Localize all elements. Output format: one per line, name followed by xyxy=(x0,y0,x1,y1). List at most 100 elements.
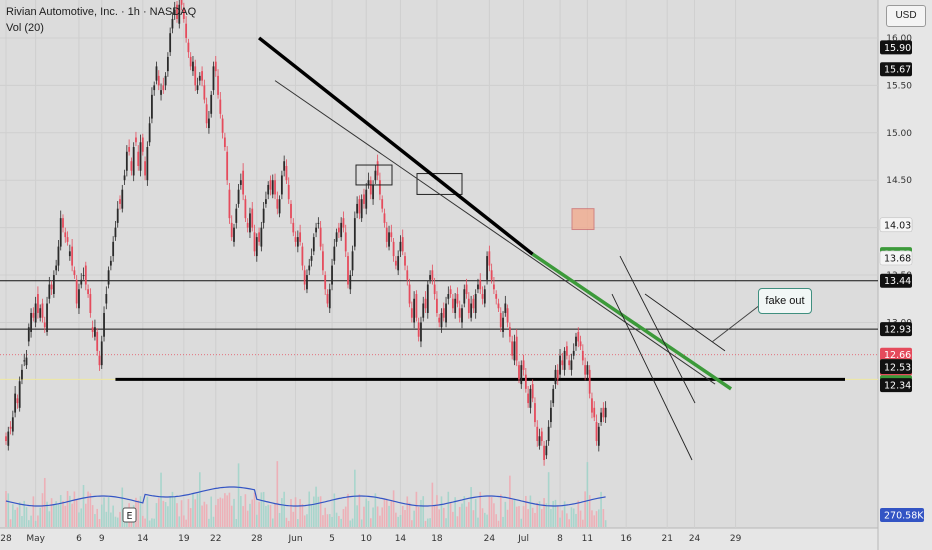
volume-bar xyxy=(217,498,219,527)
volume-bar xyxy=(515,506,518,527)
volume-bar xyxy=(458,506,461,527)
candle-body xyxy=(456,294,459,304)
candle-body xyxy=(328,289,331,309)
candle-body xyxy=(71,246,74,266)
volume-bar xyxy=(536,502,539,527)
candle-body xyxy=(87,289,89,295)
fake-out-annotation[interactable]: fake out xyxy=(758,288,812,314)
volume-bar xyxy=(481,508,484,527)
candle-body xyxy=(212,66,215,91)
candle-body xyxy=(559,355,561,375)
volume-bar xyxy=(531,507,534,527)
volume-bar xyxy=(189,508,192,527)
volume-bar xyxy=(472,510,475,527)
x-tick-label: Jul xyxy=(517,534,529,544)
candle-body xyxy=(128,147,131,152)
candle-body xyxy=(465,284,468,295)
candle-body xyxy=(552,388,555,404)
candle-body xyxy=(458,308,461,318)
volume-bar xyxy=(342,509,345,527)
candle-body xyxy=(308,265,311,271)
volume-bar xyxy=(404,510,406,527)
volume-bar xyxy=(554,499,557,527)
candle-body xyxy=(100,341,103,366)
candle-body xyxy=(575,336,577,347)
main-downtrend-line xyxy=(257,36,534,256)
volume-bar xyxy=(543,498,545,527)
candle-body xyxy=(483,289,486,304)
volume-bar xyxy=(187,498,190,527)
candle-body xyxy=(68,251,71,257)
volume-bar xyxy=(121,487,124,527)
price-tag-bg xyxy=(879,250,913,266)
x-tick-label: 18 xyxy=(431,534,443,544)
candle-body xyxy=(433,284,436,295)
volume-bar xyxy=(37,515,39,527)
candle-body xyxy=(301,246,304,266)
candle-body xyxy=(205,104,208,124)
volume-bar xyxy=(183,515,185,527)
candle-body xyxy=(479,279,482,290)
volume-bar xyxy=(550,509,552,527)
volume-bar xyxy=(281,498,283,527)
candle-body xyxy=(502,317,504,332)
candle-body xyxy=(577,331,580,342)
candle-body xyxy=(116,208,119,223)
candle-body xyxy=(534,403,536,423)
volume-bar xyxy=(103,497,105,527)
volume-bar xyxy=(577,500,580,527)
candle-body xyxy=(146,147,149,181)
candle-body xyxy=(80,279,83,285)
x-tick-label: May xyxy=(26,534,45,544)
volume-bar xyxy=(358,494,361,527)
candle-body xyxy=(50,284,53,290)
volume-bar xyxy=(463,496,466,527)
volume-bar xyxy=(340,518,342,527)
candle-body xyxy=(23,360,26,362)
x-tick-label: 24 xyxy=(689,534,701,544)
volume-bar xyxy=(208,518,210,527)
volume-bar xyxy=(169,496,171,527)
candle-body xyxy=(27,327,30,342)
candle-body xyxy=(173,9,176,15)
candle-body xyxy=(66,237,69,242)
volume-bar xyxy=(228,492,231,527)
currency-button[interactable]: USD xyxy=(886,5,926,27)
candle-body xyxy=(30,312,32,332)
volume-bar xyxy=(440,496,443,527)
candle-body xyxy=(392,241,395,257)
volume-bar xyxy=(94,514,96,527)
volume-bar xyxy=(219,497,222,527)
candle-body xyxy=(135,137,137,143)
highlight-box xyxy=(571,208,595,231)
candle-body xyxy=(363,194,365,204)
volume-bar xyxy=(465,506,468,527)
candle-body xyxy=(290,203,292,219)
candle-body xyxy=(119,199,121,204)
candle-body xyxy=(285,165,288,181)
candle-body xyxy=(454,298,457,313)
price-tag-bg xyxy=(880,508,924,522)
volume-bar xyxy=(591,510,593,527)
volume-bar xyxy=(511,499,513,527)
candle-body xyxy=(55,265,58,271)
volume-bar xyxy=(490,497,493,527)
volume-bar xyxy=(46,501,48,527)
volume-bar xyxy=(356,505,358,527)
volume-bar xyxy=(598,509,600,527)
candle-body xyxy=(445,303,447,323)
volume-bar xyxy=(388,505,390,527)
candle-body xyxy=(506,308,509,323)
candle-body xyxy=(78,289,80,309)
volume-average-line xyxy=(5,486,606,507)
volume-bar xyxy=(525,495,527,527)
candle-body xyxy=(185,23,188,38)
candle-body xyxy=(233,227,235,242)
volume-bar xyxy=(351,518,354,527)
volume-bar xyxy=(290,499,292,527)
candle-body xyxy=(540,431,543,442)
price-tag: 14.03 xyxy=(879,217,913,233)
volume-bar xyxy=(119,511,121,527)
candle-body xyxy=(192,61,194,72)
